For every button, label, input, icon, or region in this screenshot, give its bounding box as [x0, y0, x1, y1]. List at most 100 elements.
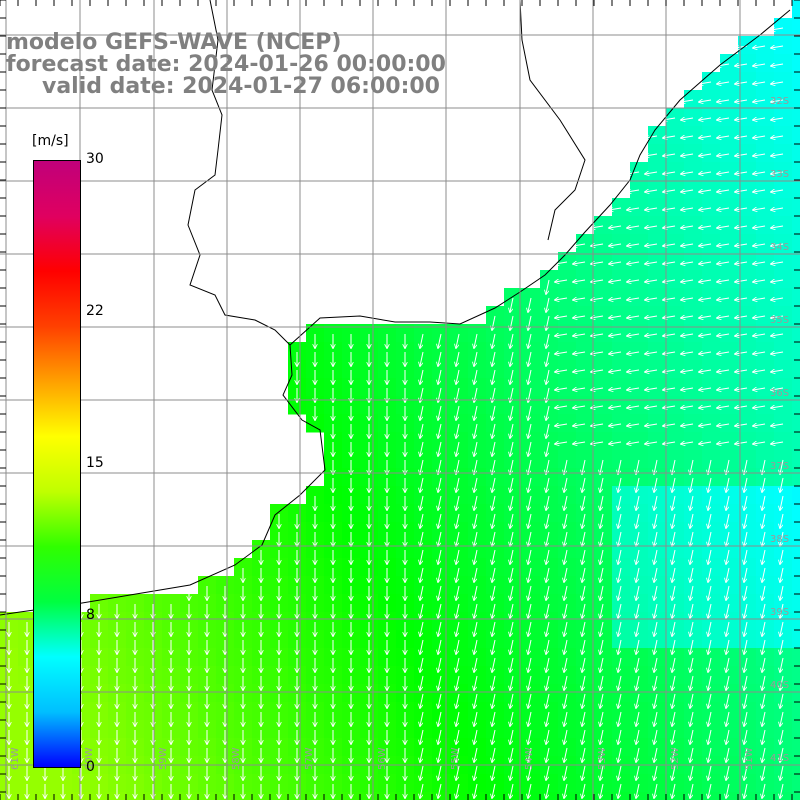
- wind-cell: [684, 288, 703, 307]
- wind-arrow: [456, 549, 460, 564]
- wind-cell: [594, 594, 613, 613]
- wind-cell: [702, 612, 721, 631]
- wind-arrow: [573, 316, 586, 318]
- wind-cell: [684, 486, 703, 505]
- wind-arrow: [510, 441, 514, 456]
- wind-cell: [468, 450, 487, 469]
- wind-cell: [306, 414, 325, 433]
- wind-cell: [792, 702, 800, 721]
- wind-arrow: [438, 621, 442, 636]
- lat-label: 38S: [770, 534, 789, 545]
- wind-cell: [576, 342, 595, 361]
- wind-arrow: [771, 334, 784, 336]
- wind-cell: [756, 792, 775, 800]
- wind-cell: [738, 558, 757, 577]
- wind-cell: [576, 540, 595, 559]
- wind-cell: [108, 630, 127, 649]
- wind-arrow: [600, 621, 604, 636]
- wind-cell: [540, 486, 559, 505]
- wind-arrow: [753, 280, 766, 282]
- wind-arrow: [546, 333, 550, 348]
- wind-cell: [450, 720, 469, 739]
- wind-cell: [414, 522, 433, 541]
- wind-cell: [252, 540, 271, 559]
- wind-cell: [288, 378, 307, 397]
- wind-arrow: [573, 298, 586, 300]
- wind-cell: [18, 774, 37, 793]
- wind-arrow: [510, 531, 514, 546]
- wind-cell: [648, 720, 667, 739]
- wind-cell: [630, 558, 649, 577]
- wind-arrow: [474, 639, 478, 654]
- wind-cell: [720, 576, 739, 595]
- wind-arrow: [636, 657, 640, 672]
- wind-arrow: [627, 352, 640, 354]
- wind-cell: [72, 774, 91, 793]
- wind-cell: [594, 774, 613, 793]
- wind-cell: [720, 558, 739, 577]
- wind-cell: [594, 432, 613, 451]
- wind-cell: [576, 774, 595, 793]
- wind-cell: [648, 774, 667, 793]
- wind-cell: [792, 324, 800, 343]
- colorbar-tick-22: 22: [86, 303, 104, 319]
- wind-cell: [360, 738, 379, 757]
- wind-cell: [594, 558, 613, 577]
- wind-cell: [234, 630, 253, 649]
- wind-arrow: [744, 495, 748, 510]
- wind-cell: [108, 648, 127, 667]
- wind-cell: [180, 738, 199, 757]
- wind-arrow: [726, 531, 730, 546]
- wind-cell: [252, 720, 271, 739]
- wind-cell: [666, 306, 685, 325]
- wind-cell: [468, 558, 487, 577]
- wind-cell: [378, 396, 397, 415]
- wind-cell: [576, 630, 595, 649]
- wind-arrow: [726, 549, 730, 564]
- wind-cell: [486, 432, 505, 451]
- wind-cell: [162, 630, 181, 649]
- wind-arrow: [438, 585, 442, 600]
- wind-arrow: [744, 603, 748, 618]
- wind-cell: [720, 234, 739, 253]
- wind-cell: [738, 54, 757, 73]
- wind-arrow: [708, 657, 712, 672]
- wind-arrow: [690, 621, 694, 636]
- wind-cell: [756, 720, 775, 739]
- wind-arrow: [708, 513, 712, 528]
- wind-arrow: [771, 298, 784, 300]
- wind-arrow: [708, 477, 712, 492]
- wind-cell: [360, 558, 379, 577]
- wind-cell: [648, 342, 667, 361]
- wind-cell: [558, 738, 577, 757]
- wind-cell: [792, 666, 800, 685]
- wind-cell: [738, 198, 757, 217]
- wind-cell: [198, 594, 217, 613]
- wind-arrow: [546, 531, 550, 546]
- wind-cell: [234, 612, 253, 631]
- wind-cell: [684, 306, 703, 325]
- wind-arrow: [600, 657, 604, 672]
- wind-arrow: [645, 370, 658, 372]
- wind-arrow: [564, 621, 568, 636]
- wind-arrow: [528, 369, 532, 384]
- wind-cell: [522, 396, 541, 415]
- wind-arrow: [618, 675, 622, 690]
- wind-cell: [702, 216, 721, 235]
- wind-cell: [36, 774, 55, 793]
- wind-cell: [180, 648, 199, 667]
- wind-cell: [324, 342, 343, 361]
- wind-cell: [486, 720, 505, 739]
- wind-cell: [666, 234, 685, 253]
- wind-cell: [684, 252, 703, 271]
- wind-cell: [792, 90, 800, 109]
- wind-cell: [648, 126, 667, 145]
- wind-arrow: [762, 459, 766, 474]
- wind-arrow: [627, 226, 640, 228]
- wind-arrow: [618, 513, 622, 528]
- wind-cell: [486, 684, 505, 703]
- wind-cell: [306, 378, 325, 397]
- wind-arrow: [555, 334, 568, 336]
- wind-cell: [594, 450, 613, 469]
- wind-arrow: [717, 352, 730, 354]
